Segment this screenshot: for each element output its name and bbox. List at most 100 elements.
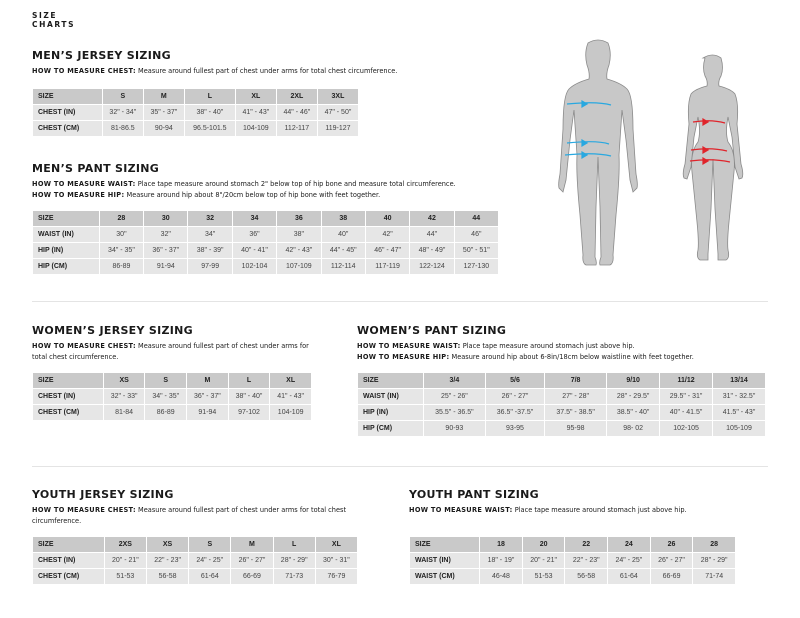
row-label: HIP (IN) [32, 242, 100, 259]
table-cell: XL [314, 536, 359, 553]
table-cell: 3XL [316, 88, 360, 105]
row-label: HIP (CM) [32, 258, 100, 275]
table-header-row: SIZE 2XS XS S M L XL [32, 536, 359, 553]
row-label: CHEST (CM) [32, 404, 104, 421]
instruction-line: HOW TO MEASURE WAIST: Place tape measure… [357, 341, 777, 352]
table-header-row: SIZE 3/4 5/6 7/8 9/10 11/12 13/14 [357, 372, 766, 389]
women-measure-arrows [689, 117, 731, 166]
section-title: YOUTH PANT SIZING [409, 488, 539, 501]
table-cell: 119-127 [316, 120, 360, 137]
row-label: WAIST (IN) [408, 552, 481, 569]
mens-pant-table: SIZE 28 30 32 34 36 38 40 42 44 WAIST (IN) 30" 32" 34… [32, 210, 500, 275]
table-cell: XL [269, 372, 312, 389]
table-cell: XS [145, 536, 190, 553]
row-label: CHEST (CM) [32, 120, 103, 137]
table-row: HIP (IN) 35.5" - 36.5" 36.5" -37.5" 37.5" -… [357, 404, 766, 421]
table-cell: 86-89 [98, 258, 145, 275]
table-cell: 30 [143, 210, 189, 227]
row-label: WAIST (IN) [32, 226, 100, 243]
table-cell: 5/6 [484, 372, 546, 389]
instruction-line: HOW TO MEASURE CHEST: Measure around ful… [32, 505, 362, 527]
table-cell: 112-117 [275, 120, 318, 137]
table-row: HIP (CM) 86-89 91-94 97-99 102-104 107-109 112… [32, 258, 500, 275]
men-measure-arrows [564, 99, 612, 160]
table-cell: 50" - 51" [453, 242, 500, 259]
table-cell: 107-109 [276, 258, 322, 275]
table-header-row: SIZE 28 30 32 34 36 38 40 42 44 [32, 210, 500, 227]
row-label: CHEST (IN) [32, 104, 103, 121]
table-cell: 26" - 27" [649, 552, 694, 569]
measure-instructions: HOW TO MEASURE WAIST: Place tape measure… [357, 341, 777, 363]
mens-jersey-table: SIZE S M L XL 2XL 3XL CHEST (IN) 32" - 34" 35" - … [32, 88, 360, 137]
table-cell: 34" - 35" [144, 388, 188, 405]
measure-instructions: HOW TO MEASURE WAIST: Place tape measure… [409, 505, 769, 516]
table-row: CHEST (IN) 32" - 33" 34" - 35" 36" - 37" 38"… [32, 388, 312, 405]
table-cell: 41" - 43" [234, 104, 277, 121]
youth-jersey-table: SIZE 2XS XS S M L XL CHEST (IN) 20" - 21" 22" - 2… [32, 536, 359, 585]
measure-instructions: HOW TO MEASURE CHEST: Measure around ful… [32, 505, 362, 527]
table-cell: 30" [98, 226, 145, 243]
table-cell: 48" - 49" [409, 242, 455, 259]
table-cell: L [183, 88, 236, 105]
table-cell: 38" - 39" [187, 242, 233, 259]
table-cell: 35" - 37" [142, 104, 185, 121]
table-cell: 20 [521, 536, 566, 553]
divider [32, 301, 768, 302]
table-header-row: SIZE 18 20 22 24 26 28 [408, 536, 736, 553]
instruction-text: Measure around fullest part of chest und… [138, 67, 398, 75]
table-row: WAIST (IN) 18" - 19" 20" - 21" 22" - 23" 24"… [408, 552, 736, 569]
table-cell: 91-94 [186, 404, 229, 421]
table-cell: M [230, 536, 274, 553]
table-cell: 32" - 33" [102, 388, 146, 405]
table-cell: 38" [276, 226, 322, 243]
table-cell: 61-64 [188, 568, 232, 585]
instruction-label: HOW TO MEASURE WAIST: [357, 342, 461, 350]
table-cell: 3/4 [422, 372, 486, 389]
instruction-label: HOW TO MEASURE CHEST: [32, 67, 136, 75]
table-cell: 20" - 21" [521, 552, 566, 569]
table-cell: 18" - 19" [479, 552, 523, 569]
table-cell: 97-102 [227, 404, 271, 421]
table-header-row: SIZE S M L XL 2XL 3XL [32, 88, 360, 105]
table-cell: S [101, 88, 144, 105]
table-cell: 40" - 41.5" [659, 404, 714, 421]
section-title: MEN’S PANT SIZING [32, 162, 160, 175]
row-label: CHEST (IN) [32, 552, 105, 569]
table-cell: 44" [409, 226, 455, 243]
table-cell: 22 [564, 536, 609, 553]
table-cell: 22" - 23" [145, 552, 190, 569]
table-row: HIP (IN) 34" - 35" 36" - 37" 38" - 39" 40" -… [32, 242, 500, 259]
row-label: SIZE [32, 88, 103, 105]
instruction-text: Measure around hip about 6-8in/18cm belo… [451, 353, 694, 361]
table-cell: M [186, 372, 229, 389]
youth-pant-section: YOUTH PANT SIZING HOW TO MEASURE WAIST: P… [408, 488, 769, 585]
instruction-label: HOW TO MEASURE HIP: [32, 191, 125, 199]
table-cell: 56-58 [145, 568, 190, 585]
instruction-line: HOW TO MEASURE WAIST: Place tape measure… [409, 505, 769, 516]
table-cell: 9/10 [606, 372, 661, 389]
table-cell: 34" - 35" [98, 242, 145, 259]
table-cell: 91-94 [143, 258, 189, 275]
table-cell: 36 [276, 210, 322, 227]
table-cell: 44 [453, 210, 500, 227]
table-cell: XL [234, 88, 277, 105]
table-row: CHEST (IN) 20" - 21" 22" - 23" 24" - 25" 26"… [32, 552, 359, 569]
table-cell: 28" - 29" [692, 552, 736, 569]
table-cell: 122-124 [409, 258, 455, 275]
row-label: SIZE [408, 536, 481, 553]
table-cell: 81-86.5 [101, 120, 144, 137]
table-cell: 51-53 [521, 568, 566, 585]
table-cell: 37.5" - 38.5" [544, 404, 608, 421]
row-label: CHEST (IN) [32, 388, 104, 405]
mens-jersey-section: MEN’S JERSEY SIZING HOW TO MEASURE CHEST:… [32, 49, 512, 137]
table-row: HIP (CM) 90-93 93-95 95-98 98- 02 102-105 105-… [357, 420, 766, 437]
instruction-label: HOW TO MEASURE WAIST: [32, 180, 136, 188]
table-cell: 7/8 [544, 372, 608, 389]
table-cell: 76-79 [314, 568, 359, 585]
table-cell: 117-119 [364, 258, 411, 275]
row-label: SIZE [357, 372, 424, 389]
table-cell: 97-99 [187, 258, 233, 275]
table-cell: 18 [479, 536, 523, 553]
table-cell: 28 [692, 536, 736, 553]
womens-pant-section: WOMEN’S PANT SIZING HOW TO MEASURE WAIST:… [357, 324, 777, 437]
